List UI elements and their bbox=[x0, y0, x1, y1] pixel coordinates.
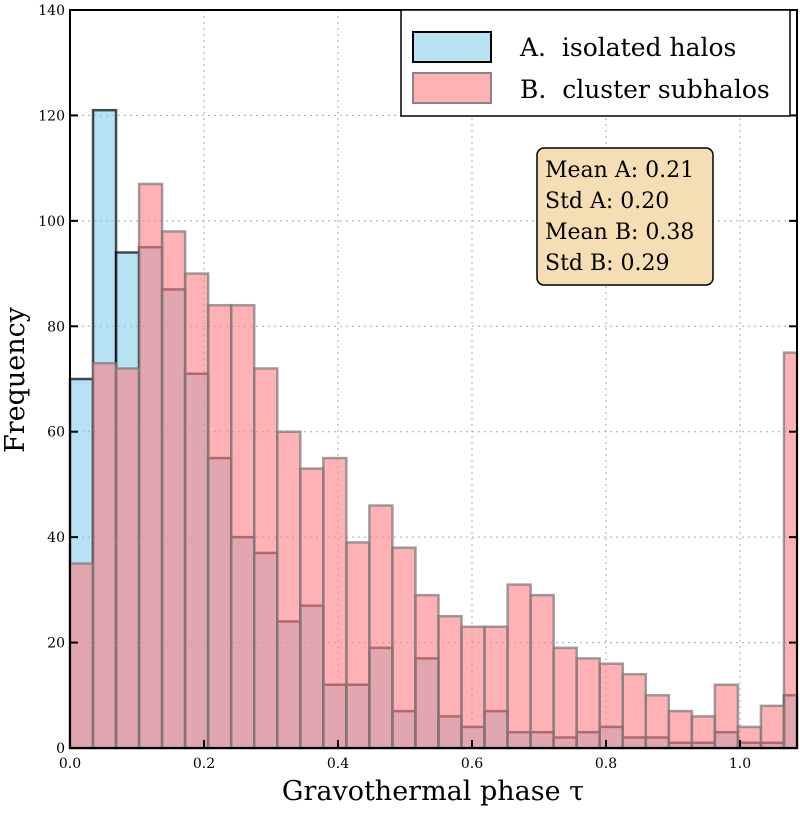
x-axis-label: Gravothermal phase τ bbox=[282, 776, 584, 807]
bar-series-b bbox=[68, 562, 95, 750]
bar-series-b bbox=[368, 504, 394, 750]
bar-series-b bbox=[529, 593, 555, 750]
y-axis-label: Frequency bbox=[0, 306, 31, 453]
stat-mean-b: Mean B: 0.38 bbox=[545, 220, 694, 245]
bar-series-b bbox=[299, 467, 325, 750]
bar-series-b bbox=[414, 593, 440, 750]
bar-series-b bbox=[782, 351, 799, 750]
y-tick-label: 0 bbox=[56, 741, 65, 757]
legend-swatch-b bbox=[412, 72, 492, 104]
bar-series-b bbox=[437, 614, 463, 750]
bar-series-b bbox=[160, 230, 187, 750]
bar-series-b bbox=[667, 709, 694, 750]
bar-series-b bbox=[276, 430, 302, 750]
bar-series-b bbox=[183, 272, 210, 750]
bar-series-b bbox=[345, 541, 371, 750]
y-tick-label: 20 bbox=[47, 636, 65, 652]
ticks: 0 20 40 60 80 100 120 140 0.0 0.2 0.4 0.6 0.8 1.0 bbox=[38, 3, 797, 772]
legend-label-a: A. isolated halos bbox=[519, 33, 736, 62]
bar-series-b bbox=[552, 646, 578, 750]
x-tick-label: 0.6 bbox=[461, 756, 483, 772]
x-tick-label: 0.2 bbox=[193, 756, 215, 772]
bar-series-b bbox=[575, 657, 601, 750]
y-tick-label: 140 bbox=[38, 3, 65, 19]
bar-series-b bbox=[460, 625, 486, 750]
stats-box: Mean A: 0.21 Std A: 0.20 Mean B: 0.38 St… bbox=[536, 147, 714, 286]
y-tick-label: 80 bbox=[47, 319, 65, 335]
bar-series-b bbox=[137, 182, 164, 750]
bar-series-b bbox=[483, 625, 509, 750]
bar-series-b bbox=[690, 715, 717, 750]
x-tick-label: 0.8 bbox=[595, 756, 617, 772]
x-tick-label: 0.0 bbox=[59, 756, 81, 772]
legend-swatch-a bbox=[412, 31, 492, 63]
legend: A. isolated halos B. cluster subhalos bbox=[400, 9, 791, 117]
y-tick-label: 120 bbox=[38, 108, 65, 124]
stat-std-a: Std A: 0.20 bbox=[545, 189, 669, 214]
bar-series-b bbox=[206, 303, 233, 750]
bar-series-b bbox=[759, 704, 786, 750]
bar-series-b bbox=[391, 546, 417, 750]
x-tick-label: 0.4 bbox=[327, 756, 349, 772]
bar-series-b bbox=[598, 662, 624, 750]
stat-std-b: Std B: 0.29 bbox=[545, 251, 670, 276]
y-tick-label: 40 bbox=[47, 530, 65, 546]
bar-series-b bbox=[736, 725, 763, 750]
bar-series-b bbox=[229, 303, 256, 750]
bar-series-b bbox=[713, 683, 740, 750]
y-tick-label: 60 bbox=[47, 425, 65, 441]
bar-series-b bbox=[253, 367, 279, 750]
bar-series-b bbox=[114, 367, 141, 750]
bar-series-b bbox=[506, 583, 532, 750]
bar-series-b bbox=[644, 694, 671, 750]
bar-series-b bbox=[91, 361, 118, 750]
stat-mean-a: Mean A: 0.21 bbox=[545, 158, 694, 183]
bar-series-b bbox=[322, 456, 348, 750]
y-tick-label: 100 bbox=[38, 214, 65, 230]
x-tick-label: 1.0 bbox=[729, 756, 751, 772]
bar-series-b bbox=[621, 672, 648, 750]
legend-label-b: B. cluster subhalos bbox=[520, 75, 770, 104]
